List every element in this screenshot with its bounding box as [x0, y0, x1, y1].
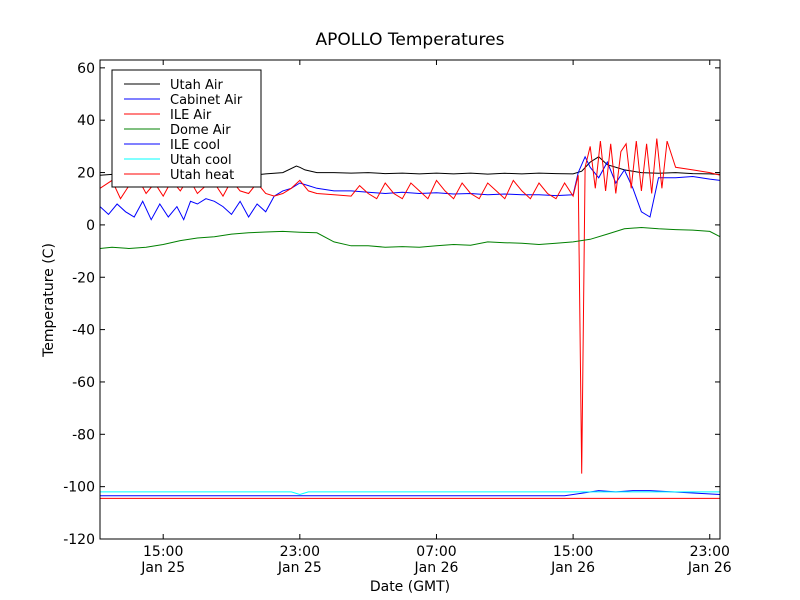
legend-label-utah-air: Utah Air [170, 78, 223, 93]
legend-label-utah-heat: Utah heat [170, 168, 234, 183]
y-tick-label: -20 [72, 270, 95, 286]
series-line-ile-air [100, 138, 720, 474]
series-line-dome-air [100, 226, 720, 250]
x-tick-time-label: 15:00 [553, 544, 593, 560]
x-tick-date-label: Jan 26 [687, 560, 732, 576]
x-tick-date-label: Jan 25 [140, 560, 185, 576]
legend-label-ile-cool: ILE cool [170, 138, 220, 153]
x-tick-time-label: 07:00 [416, 544, 456, 560]
y-axis-label: Temperature (C) [41, 243, 57, 358]
x-tick-time-label: 23:00 [690, 544, 730, 560]
plot-frame [99, 59, 721, 540]
y-tick-label: 0 [86, 218, 95, 234]
series-line-ile-cool [100, 490, 720, 497]
y-tick-label: -120 [63, 532, 95, 548]
legend-label-dome-air: Dome Air [170, 123, 231, 138]
y-tick-label: -60 [72, 375, 95, 391]
x-tick-time-label: 15:00 [143, 544, 183, 560]
legend-label-ile-air: ILE Air [170, 108, 212, 123]
y-tick-label: -100 [63, 480, 95, 496]
y-tick-label: 60 [77, 61, 95, 77]
y-tick-label: -40 [72, 323, 95, 339]
plot-content [100, 138, 720, 499]
x-tick-date-label: Jan 25 [277, 560, 322, 576]
legend-label-cabinet-air: Cabinet Air [170, 93, 243, 108]
series-line-cabinet-air [100, 155, 720, 221]
series-line-utah-cool [100, 491, 720, 496]
y-tick-label: 40 [77, 113, 95, 129]
x-tick-date-label: Jan 26 [414, 560, 459, 576]
x-axis-label: Date (GMT) [370, 579, 450, 595]
legend-label-utah-cool: Utah cool [170, 153, 232, 168]
y-tick-label: -80 [72, 427, 95, 443]
y-tick-label: 20 [77, 166, 95, 182]
x-tick-time-label: 23:00 [280, 544, 320, 560]
chart-title: APOLLO Temperatures [316, 30, 505, 50]
x-tick-date-label: Jan 26 [550, 560, 595, 576]
